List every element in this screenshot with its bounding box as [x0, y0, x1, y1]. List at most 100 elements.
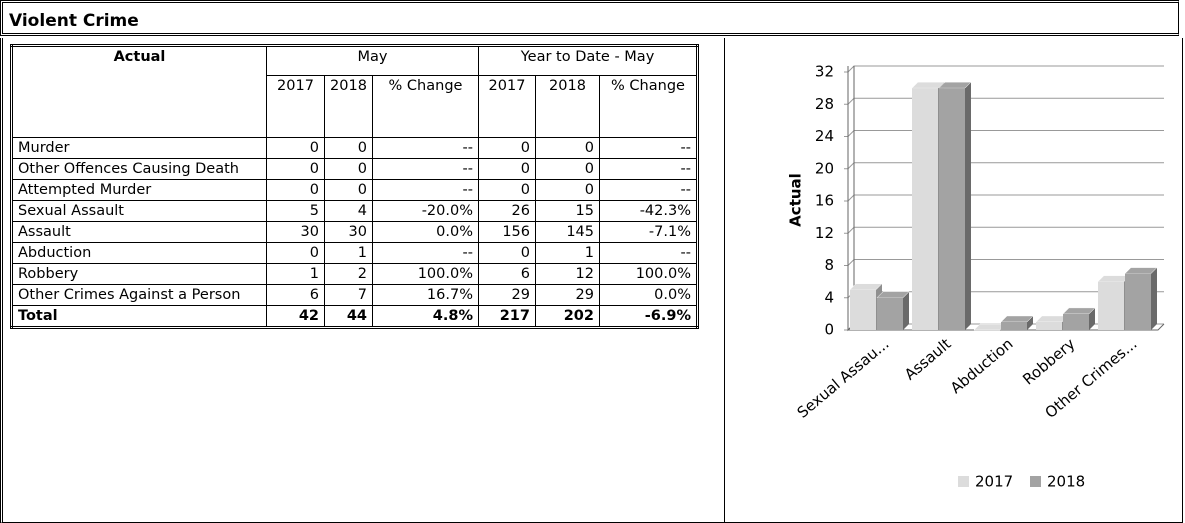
y-tick-label: 4 — [824, 288, 834, 306]
row-label: Sexual Assault — [11, 200, 267, 222]
bar — [912, 88, 938, 330]
grid-line — [844, 65, 1164, 73]
bar — [1036, 321, 1062, 330]
x-tick-label: Abduction — [947, 335, 1017, 398]
table-row: Abduction 0 1 -- 0 1 -- — [11, 242, 698, 264]
table-row: Sexual Assault 5 4 -20.0% 26 15 -42.3% — [11, 200, 698, 222]
y-tick-label: 24 — [815, 127, 834, 145]
grid-line — [844, 97, 1164, 105]
bar — [1001, 321, 1027, 330]
table-row: Other Crimes Against a Person 6 7 16.7% 29 29… — [11, 284, 698, 306]
table-row: Attempted Murder 0 0 -- 0 0 -- — [11, 179, 698, 201]
value-cell: 44 — [324, 305, 373, 328]
value-cell: 16.7% — [372, 284, 479, 306]
divider — [724, 38, 725, 523]
value-cell: 12 — [535, 263, 600, 285]
value-cell: 0 — [535, 137, 600, 159]
panel-title: Violent Crime — [0, 0, 1179, 36]
value-cell: 5 — [266, 200, 325, 222]
header-cell: Year to Date - May — [478, 45, 698, 76]
bar-top — [938, 81, 972, 89]
value-cell: -7.1% — [599, 221, 698, 243]
value-cell: 0 — [266, 179, 325, 201]
value-cell: 26 — [478, 200, 536, 222]
value-cell: -20.0% — [372, 200, 479, 222]
y-tick-label: 28 — [815, 95, 834, 113]
value-cell: -- — [372, 137, 479, 159]
value-cell: 0 — [266, 158, 325, 180]
value-cell: 6 — [266, 284, 325, 306]
bar — [1063, 313, 1089, 330]
value-cell: 4.8% — [372, 305, 479, 328]
y-tick-label: 16 — [815, 192, 834, 210]
grid-line — [844, 130, 1164, 137]
value-cell: 0 — [535, 158, 600, 180]
bar-top — [1000, 315, 1034, 323]
value-cell: 2 — [324, 263, 373, 285]
value-cell: 156 — [478, 221, 536, 243]
value-cell: 217 — [478, 305, 536, 328]
legend-swatch — [958, 476, 969, 487]
value-cell: 0.0% — [599, 284, 698, 306]
x-tick-label: Robbery — [1019, 335, 1078, 389]
bar-side-shade — [1027, 315, 1033, 330]
value-cell: -- — [372, 158, 479, 180]
bar-side — [1027, 315, 1033, 330]
bar-side — [903, 291, 909, 330]
value-cell: 0.0% — [372, 221, 479, 243]
value-cell: 1 — [266, 263, 325, 285]
value-cell: 0 — [535, 179, 600, 201]
bar-side-shade — [903, 291, 909, 330]
value-cell: -6.9% — [599, 305, 698, 328]
crime-table: Actual May Year to Date - May 2017 2018% … — [10, 44, 699, 329]
value-cell: 1 — [535, 242, 600, 264]
value-cell: -- — [372, 242, 479, 264]
value-cell: 0 — [324, 179, 373, 201]
value-cell: 15 — [535, 200, 600, 222]
row-label: Total — [11, 305, 267, 328]
subheader-cell: % Change — [599, 75, 698, 138]
value-cell: -- — [599, 137, 698, 159]
bar — [1125, 273, 1151, 330]
bar — [939, 88, 965, 330]
y-tick-label: 0 — [824, 321, 834, 339]
value-cell: -- — [599, 242, 698, 264]
value-cell: 0 — [478, 179, 536, 201]
bar — [1098, 281, 1124, 330]
value-cell: 100.0% — [599, 263, 698, 285]
bar-side — [1151, 267, 1157, 330]
bar-top — [1124, 267, 1158, 274]
row-label: Other Offences Causing Death — [11, 158, 267, 180]
subheader-cell: % Change — [372, 75, 479, 138]
table-body: Murder 0 0 -- 0 0 -- Other Offences Causing Dea… — [11, 137, 698, 328]
table-row: Other Offences Causing Death 0 0 -- 0 0 -- — [11, 158, 698, 180]
value-cell: 0 — [266, 137, 325, 159]
table-row: Murder 0 0 -- 0 0 -- — [11, 137, 698, 159]
value-cell: 29 — [478, 284, 536, 306]
row-label: Assault — [11, 221, 267, 243]
row-label: Robbery — [11, 263, 267, 285]
value-cell: 145 — [535, 221, 600, 243]
value-cell: 100.0% — [372, 263, 479, 285]
row-label: Other Crimes Against a Person — [11, 284, 267, 306]
bar-top — [1062, 307, 1096, 315]
value-cell: -- — [599, 158, 698, 180]
row-label: Abduction — [11, 242, 267, 264]
bar-side — [965, 82, 971, 330]
y-tick-label: 20 — [815, 159, 834, 177]
bar-top — [849, 283, 883, 290]
grid-line — [844, 194, 1164, 202]
value-cell: -- — [599, 179, 698, 201]
legend-swatch — [1030, 476, 1041, 487]
legend-label: 2018 — [1047, 473, 1085, 491]
value-cell: -- — [372, 179, 479, 201]
subheader-row: 2017 2018% Change 2017 2018% Change — [12, 75, 698, 138]
grid-line — [844, 259, 1164, 266]
value-cell: 30 — [266, 221, 325, 243]
value-cell: 6 — [478, 263, 536, 285]
y-tick-label: 12 — [815, 224, 834, 242]
y-tick-label: 8 — [824, 256, 834, 274]
bar-side — [1089, 307, 1095, 330]
value-cell: 0 — [478, 158, 536, 180]
bar — [877, 297, 903, 330]
